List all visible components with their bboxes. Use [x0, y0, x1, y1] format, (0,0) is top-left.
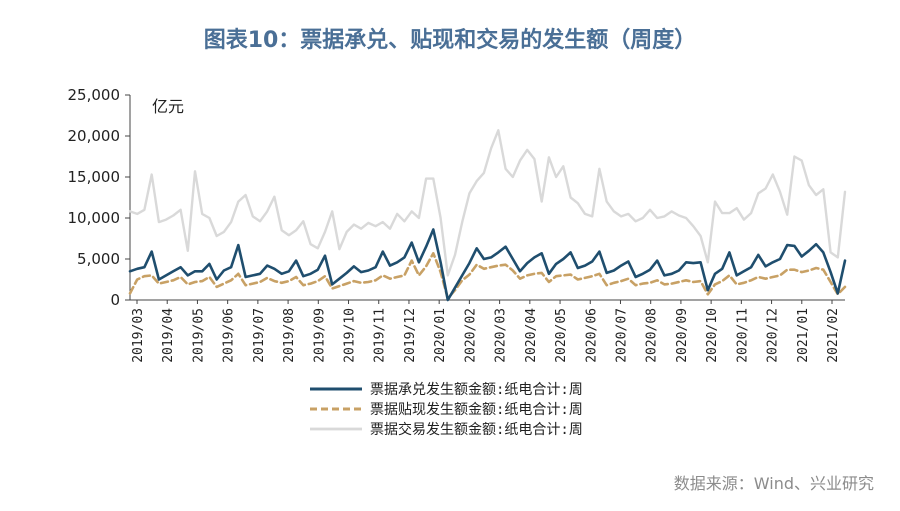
x-tick-label: 2020/07: [614, 308, 629, 363]
x-tick-label: 2019/10: [343, 308, 358, 363]
x-tick-label: 2020/10: [705, 308, 720, 363]
y-tick-label: 25,000: [68, 86, 121, 104]
x-tick-label: 2019/07: [252, 308, 267, 363]
x-tick-label: 2019/04: [161, 308, 176, 363]
x-tick-label: 2019/05: [191, 308, 206, 363]
axes-group: 0 5,000 10,000 15,000 20,000 25,000 亿元 2019/03 2…: [68, 86, 845, 363]
x-tick-label: 2019/08: [282, 308, 297, 363]
x-tick-label: 2020/03: [494, 308, 509, 363]
x-tick-label: 2019/12: [403, 308, 418, 363]
x-tick-label: 2021/02: [826, 308, 841, 363]
legend: 票据承兑发生额金额:纸电合计:周票据贴现发生额金额:纸电合计:周票据交易发生额金…: [310, 382, 583, 438]
series-line-discount: [128, 252, 847, 300]
y-unit-label: 亿元: [152, 97, 184, 116]
y-tick-label: 5,000: [77, 250, 120, 268]
x-tick-label: 2020/02: [463, 308, 478, 363]
source-note: 数据来源：Wind、兴业研究: [673, 474, 874, 493]
legend-label-trade: 票据交易发生额金额:纸电合计:周: [370, 421, 583, 438]
y-tick-label: 15,000: [68, 168, 121, 186]
x-tick-label: 2020/04: [524, 308, 539, 363]
chart-title: 图表10：票据承兑、贴现和交易的发生额（周度）: [203, 28, 697, 53]
x-tick-label: 2020/09: [675, 308, 690, 363]
y-tick-label: 20,000: [68, 127, 121, 145]
x-tick-label: 2019/09: [312, 308, 327, 363]
legend-label-discount: 票据贴现发生额金额:纸电合计:周: [370, 402, 583, 418]
series-line-acceptance: [128, 228, 847, 302]
x-tick-label: 2021/01: [796, 308, 811, 363]
x-tick-label: 2020/01: [433, 308, 448, 363]
x-tick-label: 2020/06: [584, 308, 599, 363]
y-tick-label: 10,000: [68, 209, 121, 227]
y-tick-label: 0: [110, 291, 120, 309]
x-tick-label: 2020/11: [735, 308, 750, 363]
x-tick-label: 2020/05: [554, 308, 569, 363]
x-tick-label: 2020/12: [766, 308, 781, 363]
x-tick-label: 2019/11: [373, 308, 388, 363]
series-group: [128, 129, 847, 302]
series-line-trade: [128, 129, 847, 277]
x-tick-label: 2020/08: [645, 308, 660, 363]
x-tick-label: 2019/03: [131, 308, 146, 363]
legend-label-acceptance: 票据承兑发生额金额:纸电合计:周: [370, 382, 583, 398]
x-tick-label: 2019/06: [222, 308, 237, 363]
